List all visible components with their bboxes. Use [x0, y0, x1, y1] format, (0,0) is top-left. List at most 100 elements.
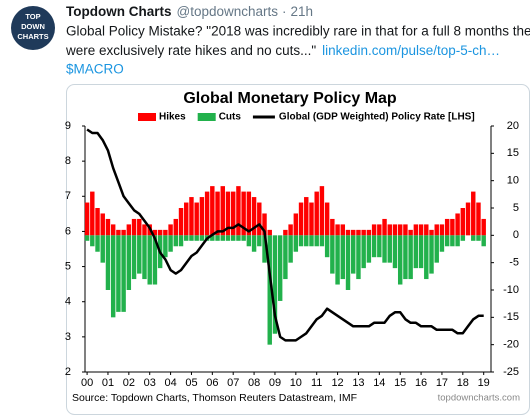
bar — [340, 224, 346, 236]
bar — [251, 235, 257, 252]
x-tick-label: 17 — [436, 377, 448, 389]
bar — [309, 202, 314, 236]
y-tick-label: 6 — [65, 225, 71, 237]
bar — [100, 213, 105, 236]
time[interactable]: 21h — [291, 4, 314, 19]
bar — [429, 229, 434, 236]
separator: · — [282, 4, 287, 19]
bar — [210, 186, 215, 236]
y-tick-label: 9 — [65, 120, 71, 132]
bar — [230, 235, 236, 241]
y2-tick-label: 5 — [513, 202, 519, 214]
bar — [418, 235, 424, 269]
bar — [351, 235, 356, 274]
avatar[interactable] — [11, 6, 55, 50]
bar — [413, 224, 419, 236]
bar — [351, 229, 356, 236]
bar — [460, 235, 466, 241]
bar — [84, 202, 90, 236]
bar — [366, 235, 372, 263]
bar — [236, 235, 241, 241]
bar — [434, 235, 439, 263]
x-tick-label: 00 — [81, 377, 93, 389]
x-tick-label: 10 — [290, 377, 302, 389]
bar — [168, 224, 173, 236]
legend-swatch — [138, 113, 156, 121]
bar — [476, 235, 481, 241]
bar — [335, 235, 340, 285]
y2-tick-label: -25 — [503, 366, 519, 378]
bar — [257, 235, 262, 247]
bar — [90, 235, 95, 247]
bar — [116, 229, 121, 236]
x-tick-label: 12 — [331, 377, 343, 389]
hashtag[interactable]: $MACRO — [66, 62, 124, 77]
y-tick-label: 7 — [65, 190, 71, 202]
bar — [455, 235, 460, 247]
bar — [121, 229, 126, 236]
y2-tick-label: 0 — [513, 229, 519, 241]
avatar-text: DOWN — [21, 22, 45, 31]
x-tick-label: 08 — [248, 377, 260, 389]
x-tick-label: 05 — [185, 377, 197, 389]
bar — [460, 208, 466, 236]
bar — [110, 235, 116, 318]
bar — [293, 235, 299, 252]
bar — [361, 235, 366, 269]
bar — [288, 224, 293, 236]
bar — [345, 229, 351, 236]
bar — [434, 224, 439, 236]
y2-tick-label: 10 — [507, 175, 519, 187]
bar — [184, 202, 189, 236]
bar — [371, 235, 377, 258]
link[interactable]: linkedin.com/pulse/top-5-ch… — [322, 43, 500, 58]
bar — [246, 235, 252, 247]
bar — [424, 224, 429, 236]
bar — [152, 235, 158, 285]
bar — [340, 235, 346, 280]
y2-tick-label: -5 — [509, 257, 519, 269]
chart-title: Global Monetary Policy Map — [183, 90, 397, 107]
x-tick-label: 04 — [164, 377, 176, 389]
bar — [204, 191, 210, 236]
bar — [450, 218, 455, 236]
x-tick-label: 03 — [144, 377, 156, 389]
bar — [382, 218, 387, 236]
legend-label: Global (GDP Weighted) Policy Rate [LHS] — [279, 112, 475, 123]
bar — [424, 235, 429, 280]
bar — [330, 235, 335, 274]
bar — [199, 235, 205, 241]
bar — [272, 235, 278, 334]
bar — [304, 235, 309, 247]
y2-tick-label: -10 — [503, 284, 519, 296]
x-tick-label: 07 — [227, 377, 239, 389]
source: Source: Topdown Charts, Thomson Reuters … — [72, 392, 357, 404]
bar — [230, 191, 236, 236]
legend-swatch — [197, 113, 216, 121]
x-tick-label: 11 — [311, 377, 322, 389]
bar — [277, 235, 283, 301]
bar — [241, 191, 246, 236]
bar — [418, 224, 424, 236]
bar — [100, 235, 105, 263]
bar — [246, 191, 252, 236]
tweet-text: were exclusively rate hikes and no cuts.… — [65, 43, 316, 58]
bar — [366, 229, 372, 236]
bar — [241, 235, 246, 241]
bar — [95, 235, 100, 252]
bar — [293, 213, 299, 236]
bar — [194, 202, 199, 236]
bar — [471, 235, 476, 241]
handle[interactable]: @topdowncharts — [177, 4, 279, 19]
avatar-text: CHARTS — [17, 32, 48, 41]
bar — [397, 224, 403, 236]
y2-tick-label: 20 — [507, 120, 519, 132]
user-name[interactable]: Topdown Charts — [66, 4, 172, 19]
tweet-text: were exclusively rate hikes and no cuts.… — [65, 43, 500, 58]
bar — [371, 224, 377, 236]
bar — [408, 229, 413, 236]
bar — [178, 208, 184, 236]
bar — [147, 235, 152, 285]
y2-tick-label: -15 — [503, 311, 519, 323]
